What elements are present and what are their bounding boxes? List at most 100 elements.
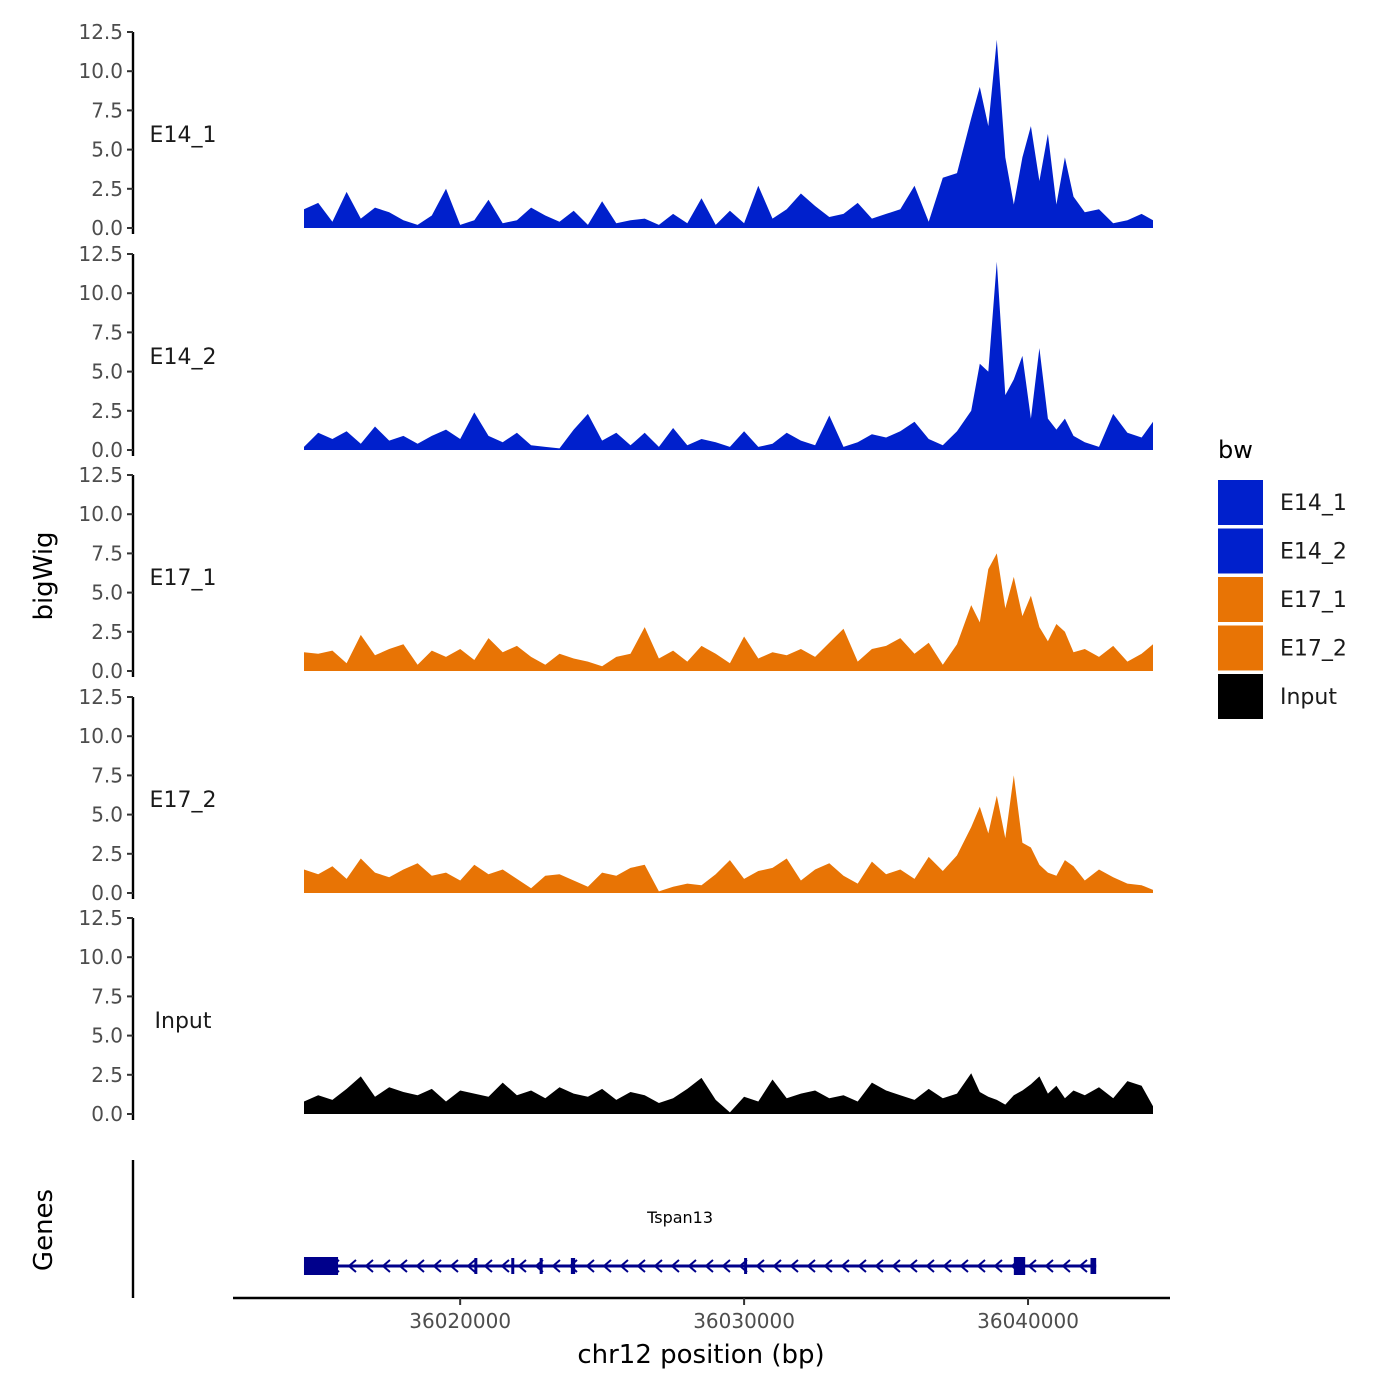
y-tick-label: 2.5: [91, 620, 123, 644]
legend-label: E14_1: [1280, 491, 1347, 516]
strand-arrow: [789, 1259, 799, 1273]
y-tick-label: 10.0: [78, 945, 123, 969]
y-tick-label: 7.5: [91, 98, 123, 122]
y-tick-label: 10.0: [78, 281, 123, 305]
track-label: E14_1: [150, 123, 217, 148]
strand-arrow: [517, 1259, 527, 1273]
track-panel-e14-2: 0.0 2.5 5.0 7.5 10.0 12.5 E14_2: [78, 242, 1153, 462]
y-tick-label: 0.0: [91, 659, 123, 683]
gene-track-title: Genes: [29, 1189, 59, 1271]
gene-exon: [1090, 1258, 1097, 1274]
y-tick-label: 12.5: [78, 685, 123, 709]
strand-arrow: [959, 1259, 969, 1273]
y-axis-title: bigWig: [29, 531, 59, 620]
y-tick-label: 5.0: [91, 360, 123, 384]
x-tick-label: 36040000: [977, 1309, 1079, 1333]
y-tick-label: 5.0: [91, 1024, 123, 1048]
signal-area-e17-1: [304, 553, 1153, 671]
legend-label: E17_1: [1280, 588, 1347, 613]
strand-arrow: [925, 1259, 935, 1273]
y-tick-label: 12.5: [78, 20, 123, 44]
gene-name-label: Tspan13: [646, 1208, 713, 1227]
gene-exon: [1013, 1257, 1026, 1275]
y-tick-label: 5.0: [91, 581, 123, 605]
strand-arrow: [1027, 1259, 1037, 1273]
y-tick-label: 12.5: [78, 463, 123, 487]
strand-arrow: [636, 1259, 646, 1273]
strand-arrow: [1078, 1259, 1088, 1273]
legend-label: Input: [1280, 685, 1337, 710]
gene-track: Genes Tspan13: [29, 1160, 1097, 1298]
strand-arrow: [857, 1259, 867, 1273]
y-tick-label: 5.0: [91, 803, 123, 827]
strand-arrow: [551, 1259, 561, 1273]
strand-arrow: [670, 1259, 680, 1273]
x-tick-label: 36020000: [409, 1309, 511, 1333]
strand-arrow: [381, 1259, 391, 1273]
y-tick-label: 7.5: [91, 763, 123, 787]
track-panel-e17-1: 0.0 2.5 5.0 7.5 10.0 12.5 E17_1: [78, 463, 1153, 683]
y-tick-label: 10.0: [78, 724, 123, 748]
strand-arrow: [891, 1259, 901, 1273]
gene-exon: [474, 1258, 478, 1274]
strand-arrow: [619, 1259, 629, 1273]
strand-arrow: [415, 1259, 425, 1273]
track-panel-e14-1: 0.0 2.5 5.0 7.5 10.0 12.5 E14_1: [78, 20, 1153, 240]
y-tick-label: 7.5: [91, 320, 123, 344]
strand-arrow: [466, 1259, 476, 1273]
strand-arrow: [823, 1259, 833, 1273]
y-tick-label: 2.5: [91, 842, 123, 866]
signal-area-e14-2: [304, 261, 1153, 450]
gene-exon: [570, 1258, 576, 1274]
strand-arrow: [398, 1259, 408, 1273]
y-tick-label: 0.0: [91, 438, 123, 462]
signal-area-e17-2: [304, 775, 1153, 893]
y-tick-label: 12.5: [78, 242, 123, 266]
legend: bw E14_1 E14_2 E17_1 E17_2 Input: [1218, 436, 1347, 719]
strand-arrow: [347, 1259, 357, 1273]
y-tick-label: 10.0: [78, 502, 123, 526]
strand-arrow: [755, 1259, 765, 1273]
x-axis: 36020000 36030000 36040000 chr12 position (…: [233, 1296, 1170, 1370]
strand-arrow: [993, 1259, 1003, 1273]
legend-label: E17_2: [1280, 637, 1347, 662]
strand-arrow: [976, 1259, 986, 1273]
legend-swatch: [1218, 674, 1263, 719]
strand-arrow: [942, 1259, 952, 1273]
strand-arrow: [500, 1259, 510, 1273]
signal-area-e14-1: [304, 39, 1153, 228]
strand-arrow: [874, 1259, 884, 1273]
track-label: E17_2: [150, 788, 217, 813]
strand-arrow: [806, 1259, 816, 1273]
track-label: Input: [155, 1009, 212, 1034]
track-panel-input: 0.0 2.5 5.0 7.5 10.0 12.5 Input: [78, 906, 1153, 1126]
y-tick-label: 5.0: [91, 138, 123, 162]
strand-arrow: [908, 1259, 918, 1273]
legend-title: bw: [1218, 436, 1253, 464]
strand-arrow: [687, 1259, 697, 1273]
signal-area-input: [304, 1073, 1153, 1114]
strand-arrow: [432, 1259, 442, 1273]
y-tick-label: 0.0: [91, 881, 123, 905]
y-tick-label: 10.0: [78, 59, 123, 83]
strand-arrow: [704, 1259, 714, 1273]
strand-arrow: [840, 1259, 850, 1273]
strand-arrow: [1044, 1259, 1054, 1273]
y-tick-label: 0.0: [91, 1102, 123, 1126]
gene-exon: [511, 1258, 515, 1274]
legend-swatch: [1218, 528, 1263, 574]
legend-swatch: [1218, 625, 1263, 671]
track-label: E17_1: [150, 566, 217, 591]
gene-exon: [539, 1258, 543, 1274]
legend-swatch: [1218, 577, 1263, 622]
y-tick-label: 7.5: [91, 984, 123, 1008]
gene-exon: [303, 1257, 339, 1275]
x-axis-title: chr12 position (bp): [577, 1340, 824, 1370]
strand-arrow: [772, 1259, 782, 1273]
y-tick-label: 7.5: [91, 541, 123, 565]
y-tick-label: 2.5: [91, 177, 123, 201]
strand-arrow: [449, 1259, 459, 1273]
y-tick-label: 12.5: [78, 906, 123, 930]
